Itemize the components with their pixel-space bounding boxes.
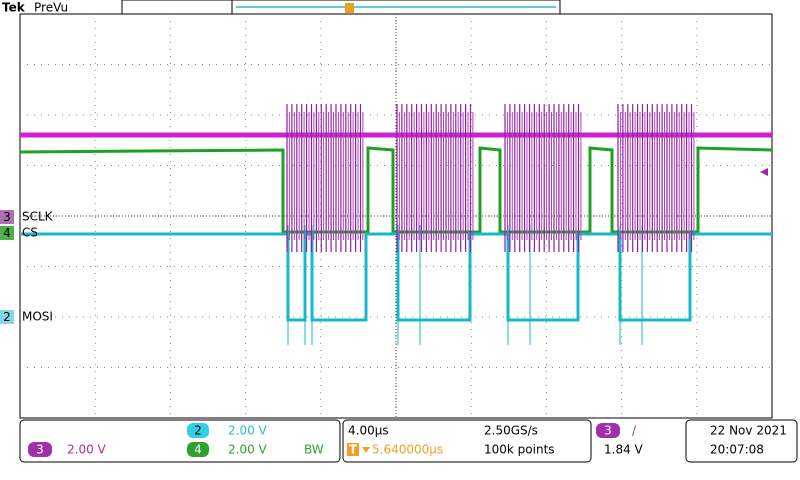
horizontal-panel (342, 419, 592, 463)
ch4-scale: 2.00 V (228, 443, 268, 457)
cs-trace (19, 146, 773, 234)
ch4-status-badge (187, 442, 209, 457)
delay: 5.640000µs (372, 443, 443, 457)
bandwidth-limit: BW (304, 443, 324, 457)
grid (20, 14, 772, 418)
ch3-status-number: 3 (36, 443, 44, 457)
time-scale: 4.00µs (348, 424, 389, 438)
ch2-number: 2 (3, 310, 11, 324)
ch4-label: CS (22, 226, 38, 240)
ch2-label: MOSI (22, 310, 53, 324)
ch3-badge (0, 210, 14, 224)
waveforms (19, 104, 773, 345)
trigger-pos-marker (345, 3, 354, 13)
ch4-status-number: 4 (194, 443, 202, 457)
sample-rate: 2.50GS/s (484, 424, 538, 438)
trigger-source: 3 (604, 424, 612, 438)
ch3-scale: 2.00 V (67, 443, 107, 457)
vertical-panel (19, 419, 341, 463)
ch3-number: 3 (3, 210, 11, 224)
brand: Tek (2, 1, 26, 15)
ch3-label: SCLK (22, 210, 54, 224)
record-length: 100k points (484, 443, 555, 457)
datetime-panel (685, 419, 798, 463)
mode: PreVu (34, 1, 68, 15)
delay-trigger-label: T (349, 443, 358, 457)
ch2-status-number: 2 (194, 424, 202, 438)
date: 22 Nov 2021 (710, 424, 787, 438)
trigger-level-marker (760, 168, 768, 176)
trigger-source-badge (596, 423, 620, 438)
delay-trigger-icon (347, 443, 359, 456)
ch2-status-badge (187, 423, 209, 438)
trigger-level: 1.84 V (604, 443, 644, 457)
ch4-badge (0, 226, 14, 240)
ch4-number: 4 (3, 226, 11, 240)
ch2-scale: 2.00 V (228, 424, 268, 438)
time: 20:07:08 (710, 443, 764, 457)
ch3-status-badge (28, 442, 52, 457)
ch2-badge (0, 310, 14, 324)
trigger-slope: / (632, 424, 637, 438)
delay-arrow (362, 447, 370, 453)
